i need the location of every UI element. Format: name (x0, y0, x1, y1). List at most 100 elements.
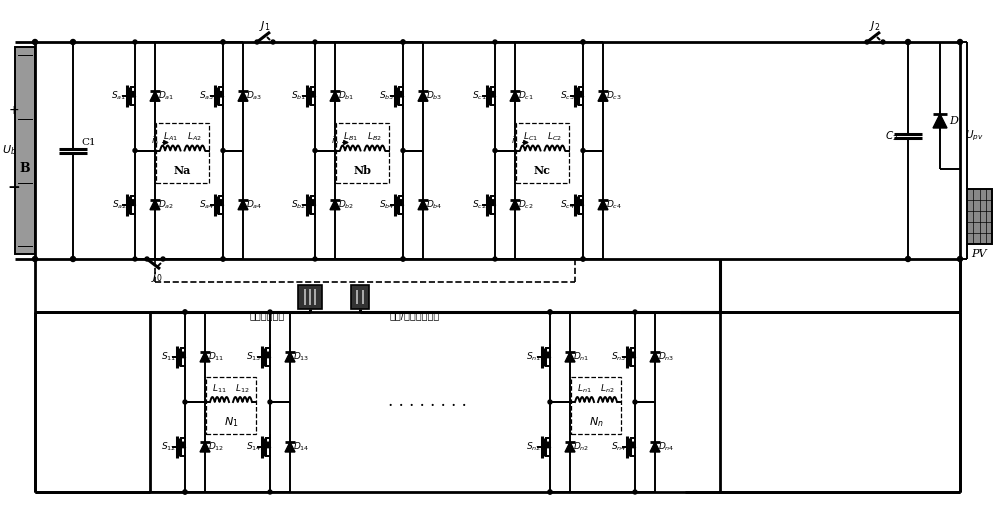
Text: $S_{12}$: $S_{12}$ (161, 441, 177, 453)
Polygon shape (150, 200, 160, 210)
Text: $S_{n1}$: $S_{n1}$ (526, 351, 542, 363)
Text: $N_1$: $N_1$ (224, 415, 238, 429)
Circle shape (133, 40, 137, 44)
Text: $D_{n4}$: $D_{n4}$ (658, 441, 674, 453)
Circle shape (183, 400, 187, 404)
Polygon shape (565, 352, 575, 362)
Polygon shape (933, 114, 947, 128)
Polygon shape (598, 200, 608, 210)
Text: $J_0$: $J_0$ (151, 270, 163, 284)
Text: 三相交流插座: 三相交流插座 (250, 310, 285, 320)
Circle shape (865, 40, 869, 44)
Circle shape (161, 257, 165, 261)
Text: $S_{c2}$: $S_{c2}$ (472, 199, 486, 211)
Circle shape (145, 257, 149, 261)
Text: $D_{a1}$: $D_{a1}$ (158, 90, 174, 102)
Bar (15, 47, 35, 254)
Text: $S_{b3}$: $S_{b3}$ (379, 90, 395, 102)
Circle shape (268, 400, 272, 404)
Text: $S_{b2}$: $S_{b2}$ (291, 199, 307, 211)
Circle shape (401, 40, 405, 44)
Bar (298, 285, 322, 309)
Text: $D_{a4}$: $D_{a4}$ (246, 199, 262, 211)
Text: $D_{c2}$: $D_{c2}$ (518, 199, 534, 211)
Bar (351, 285, 369, 309)
Text: C1: C1 (82, 138, 96, 147)
Text: +: + (9, 104, 19, 117)
Circle shape (268, 310, 272, 314)
Polygon shape (285, 442, 295, 452)
Text: $L_{B1}$: $L_{B1}$ (343, 130, 358, 143)
Circle shape (183, 310, 187, 314)
Bar (356, 290, 358, 304)
Circle shape (221, 149, 225, 152)
Circle shape (32, 257, 38, 261)
Text: $D_{13}$: $D_{13}$ (293, 351, 309, 363)
Text: . . . . . . . .: . . . . . . . . (388, 394, 467, 411)
Text: $D_{n3}$: $D_{n3}$ (658, 351, 674, 363)
Circle shape (70, 257, 76, 261)
Text: D: D (950, 116, 958, 126)
Polygon shape (510, 200, 520, 210)
Circle shape (183, 490, 187, 494)
Text: $L_{C2}$: $L_{C2}$ (547, 130, 562, 143)
Text: $J_1$: $J_1$ (259, 19, 271, 33)
Circle shape (548, 490, 552, 494)
Polygon shape (650, 352, 660, 362)
Text: $C_2$: $C_2$ (885, 129, 899, 143)
Circle shape (401, 149, 405, 152)
Text: $S_{a3}$: $S_{a3}$ (199, 90, 215, 102)
Circle shape (958, 257, 962, 261)
Text: $S_{c1}$: $S_{c1}$ (472, 90, 486, 102)
Text: $L_{11}$: $L_{11}$ (212, 383, 227, 395)
Bar (516, 122, 569, 182)
Text: Nc: Nc (534, 165, 551, 176)
Text: $S_{c4}$: $S_{c4}$ (560, 199, 574, 211)
Circle shape (221, 40, 225, 44)
Bar (304, 289, 306, 305)
Text: −: − (8, 181, 20, 196)
Text: $D_{c4}$: $D_{c4}$ (606, 199, 622, 211)
Text: $J_2$: $J_2$ (869, 19, 881, 33)
Circle shape (32, 40, 38, 44)
Circle shape (548, 310, 552, 314)
Circle shape (255, 40, 259, 44)
Text: $i_{a}$: $i_{a}$ (151, 134, 159, 147)
Circle shape (906, 40, 910, 44)
Circle shape (183, 310, 187, 314)
Text: $U_b$: $U_b$ (2, 143, 16, 158)
Text: $S_{n3}$: $S_{n3}$ (611, 351, 627, 363)
Circle shape (493, 40, 497, 44)
Circle shape (548, 400, 552, 404)
Circle shape (313, 40, 317, 44)
Text: $D_{12}$: $D_{12}$ (208, 441, 224, 453)
Text: $L_{n2}$: $L_{n2}$ (600, 383, 615, 395)
Text: $D_{a3}$: $D_{a3}$ (246, 90, 262, 102)
Text: $L_{A2}$: $L_{A2}$ (187, 130, 202, 143)
Circle shape (881, 40, 885, 44)
Text: $D_{b4}$: $D_{b4}$ (426, 199, 442, 211)
Text: $D_{n2}$: $D_{n2}$ (573, 441, 589, 453)
Text: $S_{14}$: $S_{14}$ (246, 441, 262, 453)
Text: $D_{c3}$: $D_{c3}$ (606, 90, 622, 102)
Text: Nb: Nb (354, 165, 372, 176)
Text: $L_{n1}$: $L_{n1}$ (577, 383, 592, 395)
Circle shape (401, 257, 405, 261)
Circle shape (958, 40, 962, 44)
Bar (967, 189, 992, 244)
Circle shape (548, 310, 552, 314)
Circle shape (633, 490, 637, 494)
Text: $D_{n1}$: $D_{n1}$ (573, 351, 589, 363)
Circle shape (313, 149, 317, 152)
Circle shape (401, 257, 405, 261)
Bar (362, 290, 364, 304)
Circle shape (581, 257, 585, 261)
Text: 直流/单相交流插座: 直流/单相交流插座 (390, 310, 440, 320)
Circle shape (581, 257, 585, 261)
Text: $D_{b1}$: $D_{b1}$ (338, 90, 354, 102)
Circle shape (183, 490, 187, 494)
Circle shape (548, 490, 552, 494)
Circle shape (633, 310, 637, 314)
Text: $D_{a2}$: $D_{a2}$ (158, 199, 174, 211)
Polygon shape (650, 442, 660, 452)
